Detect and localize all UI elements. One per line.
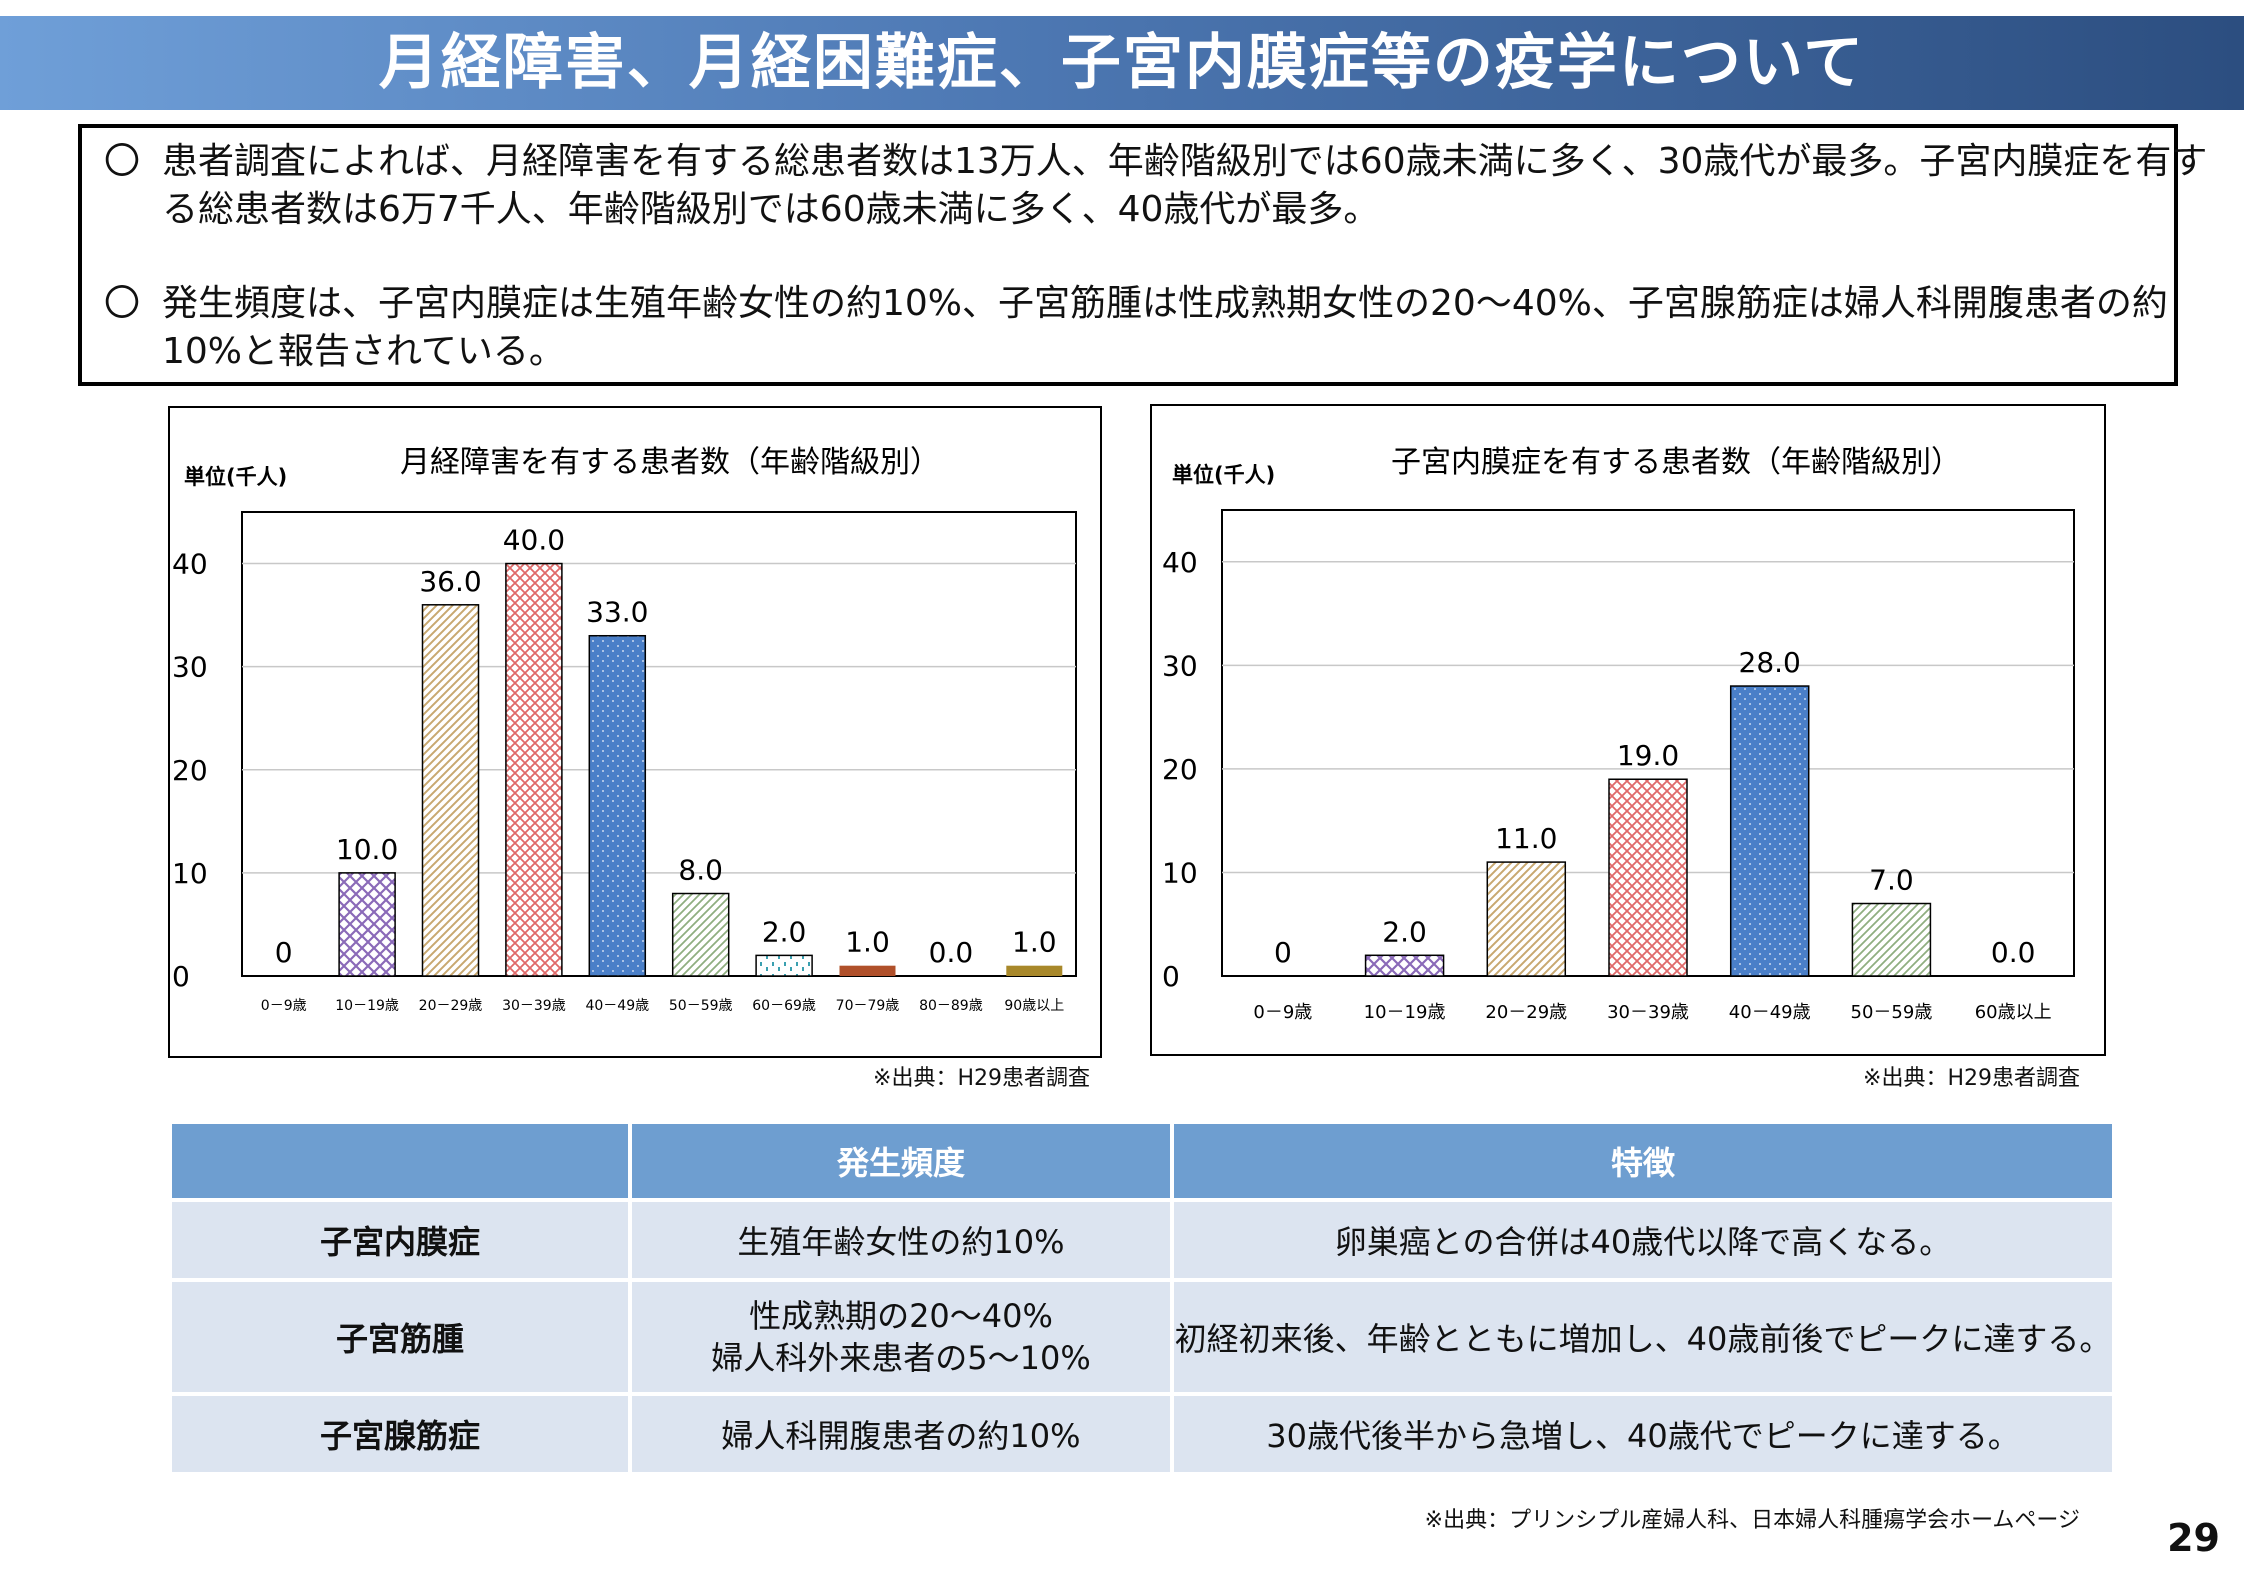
row-frequency: 生殖年齢女性の約10% — [632, 1202, 1170, 1278]
bar-40－49歳 — [588, 634, 647, 977]
y-tick-label: 40 — [1162, 546, 1198, 579]
x-tick-label: 10－19歳 — [1364, 1002, 1446, 1023]
chart-endometriosis: 子宮内膜症を有する患者数（年齢階級別） 単位(千人) 0 10 20 30 40 0 0－9歳 2… — [1150, 404, 2106, 1056]
bar-50－59歳 — [671, 892, 730, 977]
table-row: 子宮腺筋症 婦人科開腹患者の約10% 30歳代後半から急増し、40歳代でピークに… — [172, 1396, 2112, 1472]
data-label: 0 — [1274, 936, 1292, 969]
row-name: 子宮筋腫 — [172, 1282, 628, 1392]
y-tick-label: 10 — [1162, 856, 1198, 889]
bar-20－29歳 — [421, 604, 480, 977]
x-tick-label: 30－39歳 — [1607, 1002, 1689, 1023]
x-tick-label: 60歳以上 — [1975, 1002, 2052, 1023]
x-tick-label: 0－9歳 — [261, 998, 307, 1014]
title-bar: 月経障害、月経困難症、子宮内膜症等の疫学について — [0, 16, 2244, 110]
data-label: 0.0 — [929, 936, 974, 969]
bar-50－59歳 — [1851, 902, 1932, 977]
y-tick-label: 20 — [172, 754, 208, 787]
table-row: 子宮筋腫 性成熟期の20～40% 婦人科外来患者の5～10% 初経初来後、年齢とと… — [172, 1282, 2112, 1392]
summary-text: 患者調査によれば、月経障害を有する総患者数は13万人、年齢階級別では60歳未満に… — [162, 141, 2208, 230]
x-tick-label: 50－59歳 — [1851, 1002, 1933, 1023]
frequency-line: 婦人科開腹患者の約10% — [721, 1417, 1081, 1455]
data-label: 0.0 — [1991, 936, 2036, 969]
x-tick-label: 0－9歳 — [1253, 1002, 1312, 1023]
y-tick-label: 30 — [172, 651, 208, 684]
data-label: 33.0 — [586, 596, 648, 629]
frequency-line: 性成熟期の20～40% — [749, 1297, 1053, 1335]
table-row: 子宮内膜症 生殖年齢女性の約10% 卵巣癌との合併は40歳代以降で高くなる。 — [172, 1202, 2112, 1278]
circle-bullet-icon: 〇 — [104, 141, 141, 182]
chart-menstrual-disorder: 月経障害を有する患者数（年齢階級別） 単位(千人) 0 10 20 30 40 0 0－9歳 10… — [168, 406, 1102, 1058]
bar-30－39歳 — [1608, 778, 1688, 977]
page-number: 29 — [2167, 1516, 2220, 1560]
data-label: 36.0 — [419, 565, 481, 598]
data-label: 1.0 — [845, 926, 890, 959]
bar-10－19歳 — [1364, 954, 1445, 977]
table-header-feature: 特徴 — [1174, 1124, 2112, 1198]
summary-item-2: 〇発生頻度は、子宮内膜症は生殖年齢女性の約10%、子宮筋腫は性成熟期女性の20～… — [104, 280, 2222, 376]
chart-source-note: ※出典：H29患者調査 — [1863, 1066, 2080, 1091]
row-frequency: 婦人科開腹患者の約10% — [632, 1396, 1170, 1472]
y-tick-label: 40 — [172, 548, 208, 581]
bar-70－79歳 — [839, 965, 896, 976]
page-title: 月経障害、月経困難症、子宮内膜症等の疫学について — [378, 28, 1866, 98]
x-tick-label: 60－69歳 — [752, 998, 816, 1014]
x-tick-label: 80－89歳 — [919, 998, 983, 1014]
frequency-line: 婦人科外来患者の5～10% — [711, 1339, 1091, 1377]
x-tick-label: 90歳以上 — [1004, 998, 1064, 1014]
data-label: 2.0 — [1382, 915, 1427, 948]
bar-40－49歳 — [1729, 685, 1810, 977]
y-tick-label: 30 — [1162, 649, 1198, 682]
x-tick-label: 50－59歳 — [669, 998, 733, 1014]
y-tick-label: 10 — [172, 857, 208, 890]
chart-unit-label: 単位(千人) — [1172, 463, 1275, 487]
data-label: 28.0 — [1739, 646, 1801, 679]
data-label: 8.0 — [678, 854, 723, 887]
data-label: 2.0 — [762, 915, 807, 948]
table-source-note: ※出典：プリンシプル産婦人科、日本婦人科腫瘍学会ホームページ — [1424, 1508, 2080, 1533]
table-header-frequency: 発生頻度 — [632, 1124, 1170, 1198]
summary-box: 〇患者調査によれば、月経障害を有する総患者数は13万人、年齢階級別では60歳未満… — [78, 124, 2207, 386]
y-tick-label: 0 — [1162, 960, 1180, 993]
x-tick-label: 10－19歳 — [335, 998, 399, 1014]
table-header-blank — [172, 1124, 628, 1198]
comparison-table: 発生頻度 特徴 子宮内膜症 生殖年齢女性の約10% 卵巣癌との合併は40歳代以降… — [168, 1120, 2116, 1476]
y-tick-label: 0 — [172, 960, 190, 993]
chart-source-note: ※出典：H29患者調査 — [873, 1066, 1090, 1091]
table-header-row: 発生頻度 特徴 — [172, 1124, 2112, 1198]
data-label: 11.0 — [1495, 822, 1557, 855]
x-tick-label: 70－79歳 — [836, 998, 900, 1014]
data-label: 10.0 — [336, 833, 398, 866]
x-tick-label: 20－29歳 — [419, 998, 483, 1014]
row-frequency: 性成熟期の20～40% 婦人科外来患者の5～10% — [632, 1282, 1170, 1392]
x-tick-label: 40－49歳 — [585, 998, 649, 1014]
x-tick-label: 30－39歳 — [502, 998, 566, 1014]
bar-60－69歳 — [755, 954, 813, 977]
data-label: 1.0 — [1012, 926, 1057, 959]
chart-menstrual-disorder-svg: 月経障害を有する患者数（年齢階級別） 単位(千人) 0 10 20 30 40 0 0－9歳 10… — [172, 445, 1077, 1014]
circle-bullet-icon: 〇 — [104, 283, 141, 324]
y-tick-label: 20 — [1162, 753, 1198, 786]
data-label: 7.0 — [1869, 864, 1914, 897]
row-feature: 卵巣癌との合併は40歳代以降で高くなる。 — [1174, 1202, 2112, 1278]
bar-30－39歳 — [505, 562, 563, 977]
chart-title: 子宮内膜症を有する患者数（年齢階級別） — [1391, 445, 1961, 480]
summary-item-1: 〇患者調査によれば、月経障害を有する総患者数は13万人、年齢階級別では60歳未満… — [104, 138, 2222, 234]
data-label: 40.0 — [503, 524, 565, 557]
x-tick-label: 20－29歳 — [1485, 1002, 1567, 1023]
chart-unit-label: 単位(千人) — [184, 465, 287, 489]
x-tick-label: 40－49歳 — [1729, 1002, 1811, 1023]
bar-10－19歳 — [338, 872, 396, 977]
frequency-line: 生殖年齢女性の約10% — [737, 1223, 1065, 1261]
row-feature: 初経初来後、年齢とともに増加し、40歳前後でピークに達する。 — [1174, 1282, 2112, 1392]
data-label: 0 — [275, 936, 293, 969]
data-label: 19.0 — [1617, 739, 1679, 772]
bar-90歳以上 — [1006, 965, 1063, 976]
row-feature: 30歳代後半から急増し、40歳代でピークに達する。 — [1174, 1396, 2112, 1472]
row-name: 子宮腺筋症 — [172, 1396, 628, 1472]
chart-endometriosis-svg: 子宮内膜症を有する患者数（年齢階級別） 単位(千人) 0 10 20 30 40 0 0－9歳 2… — [1162, 445, 2075, 1023]
bar-20－29歳 — [1486, 861, 1567, 977]
row-name: 子宮内膜症 — [172, 1202, 628, 1278]
summary-text: 発生頻度は、子宮内膜症は生殖年齢女性の約10%、子宮筋腫は性成熟期女性の20～4… — [162, 283, 2168, 372]
chart-title: 月経障害を有する患者数（年齢階級別） — [400, 445, 940, 480]
